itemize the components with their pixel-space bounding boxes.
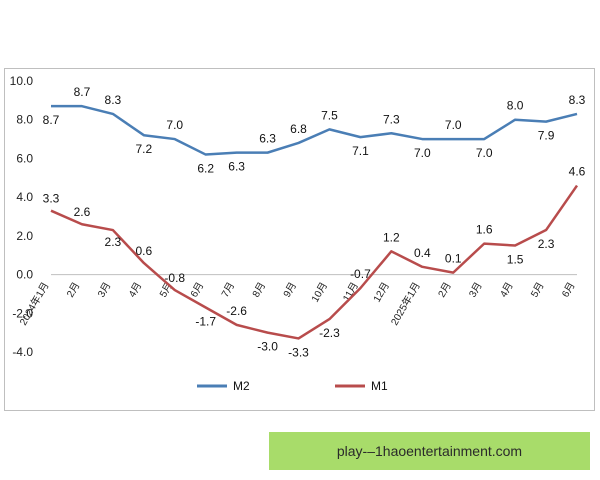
y-tick-label: 2.0 bbox=[16, 229, 33, 243]
y-tick-label: 6.0 bbox=[16, 151, 33, 165]
data-label-m2: 6.8 bbox=[290, 122, 307, 136]
data-label-m2: 7.0 bbox=[414, 146, 431, 160]
data-label-m2: 7.0 bbox=[476, 146, 493, 160]
x-category-label: 10月 bbox=[309, 280, 330, 304]
data-label-m2: 8.0 bbox=[507, 99, 524, 113]
data-label-m1: -2.3 bbox=[319, 326, 340, 340]
data-label-m1: 1.6 bbox=[476, 223, 493, 237]
x-category-label: 7月 bbox=[219, 280, 237, 299]
data-label-m1: 1.5 bbox=[507, 253, 524, 267]
x-category-label: 2025年1月 bbox=[388, 280, 423, 328]
data-label-m2: 6.3 bbox=[228, 160, 245, 174]
data-label-m1: -1.7 bbox=[195, 314, 216, 328]
x-category-label: 8月 bbox=[250, 280, 268, 299]
data-label-m1: -3.0 bbox=[257, 340, 278, 354]
y-tick-label: 10.0 bbox=[10, 74, 34, 88]
data-label-m2: 7.0 bbox=[445, 118, 462, 132]
y-tick-label: 4.0 bbox=[16, 190, 33, 204]
y-tick-label: -2.0 bbox=[12, 306, 33, 320]
data-label-m2: 7.9 bbox=[538, 129, 555, 143]
data-label-m2: 8.7 bbox=[43, 113, 60, 127]
data-label-m2: 7.2 bbox=[135, 142, 152, 156]
x-category-label: 6月 bbox=[559, 280, 577, 299]
series-line-m2 bbox=[51, 104, 578, 156]
data-label-m2: 7.1 bbox=[352, 144, 369, 158]
data-label-m2: 7.3 bbox=[383, 112, 400, 126]
x-category-label: 12月 bbox=[371, 280, 392, 304]
series-line-m1 bbox=[50, 184, 579, 340]
data-label-m1: 0.4 bbox=[414, 246, 431, 260]
legend-label-m2: M2 bbox=[233, 379, 250, 393]
x-category-label: 4月 bbox=[126, 280, 144, 299]
data-label-m2: 7.0 bbox=[166, 118, 183, 132]
data-label-m2: 6.3 bbox=[259, 132, 276, 146]
x-category-label: 2024年1月 bbox=[16, 280, 51, 328]
data-label-m1: 2.6 bbox=[74, 205, 91, 219]
x-category-label: 2月 bbox=[436, 280, 454, 299]
data-label-m1: 0.6 bbox=[135, 244, 152, 258]
x-category-label: 9月 bbox=[281, 280, 299, 299]
data-label-m1: 2.3 bbox=[105, 235, 122, 249]
legend-label-m1: M1 bbox=[371, 379, 388, 393]
x-category-label: 2月 bbox=[64, 280, 82, 299]
chart-frame: 10.0 8.0 6.0 4.0 2.0 0.0 -2.0 -4.0 2024年1月 2月 3月 4月… bbox=[4, 68, 595, 411]
x-category-label: 4月 bbox=[498, 280, 516, 299]
data-label-m2: 6.2 bbox=[197, 162, 214, 176]
data-label-m1: 2.3 bbox=[538, 237, 555, 251]
x-category-label: 5月 bbox=[528, 280, 546, 299]
data-label-m1: -2.6 bbox=[226, 304, 247, 318]
data-label-m2: 8.3 bbox=[105, 93, 122, 107]
x-category-label: 6月 bbox=[188, 280, 206, 299]
x-category-label: 3月 bbox=[467, 280, 485, 299]
y-tick-label: 0.0 bbox=[16, 268, 33, 282]
line-chart: 10.0 8.0 6.0 4.0 2.0 0.0 -2.0 -4.0 2024年1月 2月 3月 4月… bbox=[10, 74, 586, 393]
data-label-m1: 0.1 bbox=[445, 252, 462, 266]
data-label-m2: 8.3 bbox=[569, 93, 586, 107]
x-category-label: 3月 bbox=[95, 280, 113, 299]
watermark-banner: play-–1haoentertainment.com bbox=[269, 432, 590, 470]
data-label-m1: -3.3 bbox=[288, 345, 309, 359]
data-label-m1: -0.7 bbox=[350, 267, 371, 281]
data-label-m1: -0.8 bbox=[164, 271, 185, 285]
data-label-m1: 1.2 bbox=[383, 230, 400, 244]
data-label-m2: 8.7 bbox=[74, 85, 91, 99]
y-tick-label: -4.0 bbox=[12, 345, 33, 359]
data-label-m2: 7.5 bbox=[321, 108, 338, 122]
data-label-m1: 4.6 bbox=[569, 165, 586, 179]
data-label-m1: 3.3 bbox=[43, 192, 60, 206]
y-tick-label: 8.0 bbox=[16, 113, 33, 127]
